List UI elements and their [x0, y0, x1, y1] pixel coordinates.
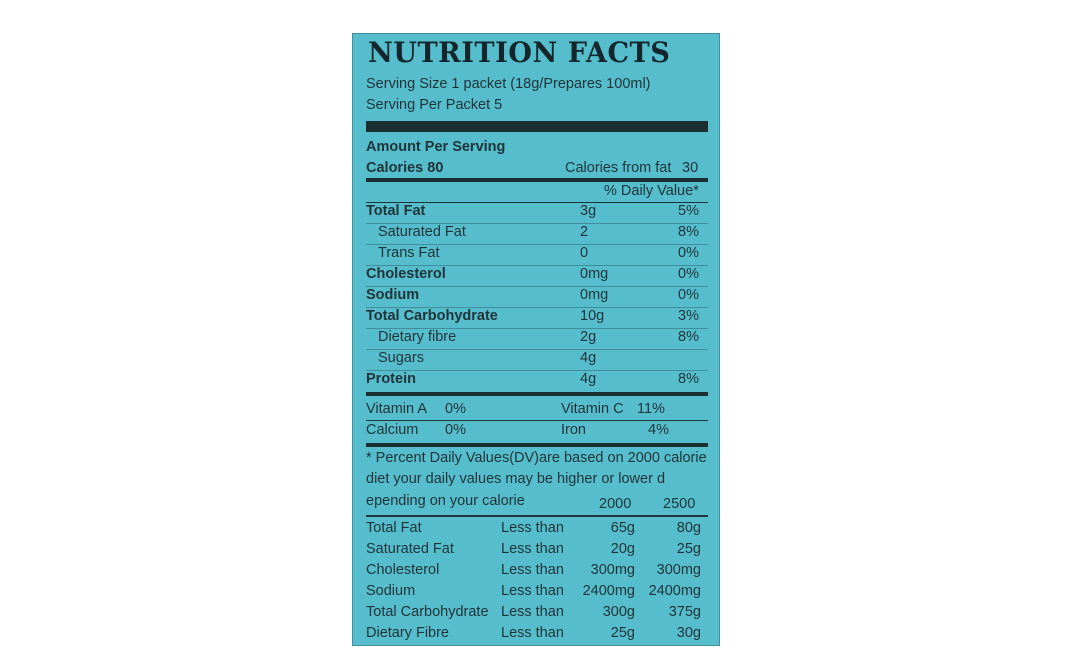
medium-divider: [366, 392, 708, 396]
calcium-value: 0%: [445, 422, 466, 438]
dv-value-2000: 20g: [610, 541, 635, 557]
nutrient-name: Total Fat: [366, 203, 426, 219]
nutrient-amount: 2g: [580, 329, 597, 345]
row-divider: [366, 244, 708, 245]
daily-value-header: % Daily Value*: [604, 183, 699, 199]
dv-nutrient-name: Dietary Fibre: [366, 625, 449, 641]
nutrient-amount: 4g: [580, 350, 597, 366]
dv-value-2000: 300g: [602, 604, 635, 620]
dv-value-2500: 25g: [676, 541, 701, 557]
dv-column-2500: 2500: [663, 496, 696, 512]
dv-value-2500: 2400mg: [648, 583, 701, 599]
amount-per-serving: Amount Per Serving: [366, 139, 506, 155]
medium-divider: [366, 178, 708, 182]
row-divider: [366, 328, 708, 329]
row-divider: [366, 265, 708, 266]
dv-value-2000: 25g: [610, 625, 635, 641]
nutrient-amount: 10g: [580, 308, 605, 324]
nutrient-name: Sodium: [366, 287, 420, 303]
footnote-line: diet your daily values may be higher or …: [366, 471, 666, 487]
medium-divider: [366, 443, 708, 447]
row-divider: [366, 223, 708, 224]
nutrient-daily-value: 8%: [678, 371, 699, 387]
calcium-name: Calcium: [366, 422, 419, 438]
dv-nutrient-name: Sodium: [366, 583, 416, 599]
nutrient-name: Dietary fibre: [378, 329, 457, 345]
nutrient-amount: 4g: [580, 371, 597, 387]
nutrient-name: Trans Fat: [378, 245, 440, 261]
dv-qualifier: Less than: [501, 625, 564, 641]
vitamin-c-value: 11%: [637, 401, 665, 417]
dv-value-2500: 375g: [668, 604, 701, 620]
nutrient-name: Saturated Fat: [378, 224, 466, 240]
nutrient-name: Cholesterol: [366, 266, 446, 282]
thick-divider: [366, 121, 708, 132]
dv-value-2000: 65g: [610, 520, 635, 536]
dv-value-2500: 300mg: [656, 562, 701, 578]
nutrient-name: Sugars: [378, 350, 424, 366]
thin-divider: [366, 202, 708, 203]
nutrient-daily-value: 0%: [678, 245, 699, 261]
dv-qualifier: Less than: [501, 520, 564, 536]
row-divider: [366, 307, 708, 308]
dv-nutrient-name: Cholesterol: [366, 562, 440, 578]
nutrient-amount: 0mg: [580, 266, 609, 282]
calories-from-fat-value: 30: [682, 160, 699, 176]
dv-value-2500: 80g: [676, 520, 701, 536]
nutrient-amount: 0: [580, 245, 589, 261]
calories-from-fat-label: Calories from fat: [565, 160, 672, 176]
footnote-line: epending on your calorie: [366, 493, 525, 509]
vitamin-c-name: Vitamin C: [561, 401, 624, 417]
nutrient-name: Protein: [366, 371, 416, 387]
nutrient-daily-value: 5%: [678, 203, 699, 219]
serving-size: Serving Size 1 packet (18g/Prepares 100m…: [366, 76, 651, 92]
dv-value-2500: 30g: [676, 625, 701, 641]
iron-value: 4%: [648, 422, 669, 438]
dv-value-2000: 300mg: [590, 562, 635, 578]
row-divider: [366, 349, 708, 350]
nutrient-daily-value: 3%: [678, 308, 699, 324]
vitamin-a-name: Vitamin A: [366, 401, 427, 417]
row-divider: [366, 370, 708, 371]
dv-nutrient-name: Total Fat: [366, 520, 422, 536]
serving-per-packet: Serving Per Packet 5: [366, 97, 503, 113]
nutrient-amount: 2: [580, 224, 589, 240]
nutrition-label: NUTRITION FACTS Serving Size 1 packet (1…: [352, 33, 720, 646]
dv-qualifier: Less than: [501, 583, 564, 599]
row-divider: [366, 286, 708, 287]
dv-column-2000: 2000: [599, 496, 632, 512]
dv-qualifier: Less than: [501, 604, 564, 620]
dv-qualifier: Less than: [501, 562, 564, 578]
nutrient-daily-value: 8%: [678, 329, 699, 345]
iron-name: Iron: [561, 422, 586, 438]
footnote-line: * Percent Daily Values(DV)are based on 2…: [366, 450, 707, 466]
dv-nutrient-name: Saturated Fat: [366, 541, 454, 557]
dv-nutrient-name: Total Carbohydrate: [366, 604, 489, 620]
thin-divider: [366, 420, 708, 421]
nutrient-daily-value: 0%: [678, 266, 699, 282]
dv-value-2000: 2400mg: [582, 583, 635, 599]
calories: Calories 80: [366, 160, 444, 176]
nutrient-daily-value: 0%: [678, 287, 699, 303]
label-title: NUTRITION FACTS: [368, 36, 671, 69]
nutrient-name: Total Carbohydrate: [366, 308, 498, 324]
vitamin-a-value: 0%: [445, 401, 466, 417]
thin-divider: [366, 515, 708, 517]
dv-qualifier: Less than: [501, 541, 564, 557]
nutrient-amount: 3g: [580, 203, 597, 219]
nutrient-daily-value: 8%: [678, 224, 699, 240]
nutrient-amount: 0mg: [580, 287, 609, 303]
